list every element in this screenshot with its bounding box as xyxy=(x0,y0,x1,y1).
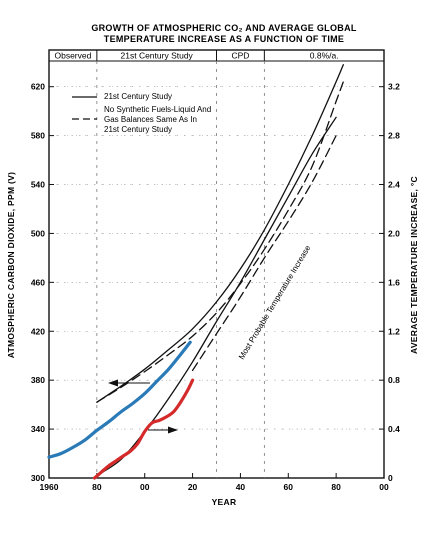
y-tick-label: 420 xyxy=(31,326,45,336)
series-line-2 xyxy=(96,116,337,477)
x-tick-label: 00 xyxy=(379,482,389,492)
series-line-0 xyxy=(96,64,344,403)
annotation-most-probable: Most Probable Temperature Increase xyxy=(237,243,313,361)
x-axis-ticks: 1960 80 00 20 40 60 80 00 xyxy=(40,473,389,492)
y-axis-ticks: 300 340 380 420 460 500 540 580 620 xyxy=(31,82,54,483)
y-tick-label: 460 xyxy=(31,277,45,287)
chart-title-line-1: GROWTH OF ATMOSPHERIC CO₂ AND AVERAGE GL… xyxy=(91,23,357,33)
period-label: 21st Century Study xyxy=(121,51,194,61)
gridlines xyxy=(49,86,384,430)
y2-tick-label: 3.2 xyxy=(388,82,400,92)
y2-tick-label: 0.4 xyxy=(388,424,400,434)
x-tick-label: 00 xyxy=(140,482,150,492)
period-bar: Observed 21st Century Study CPD 0.8%/a. xyxy=(54,50,339,478)
y-axis-label: ATMOSPHERIC CARBON DIOXIDE, PPM (V) xyxy=(6,172,16,359)
series-line-1 xyxy=(96,81,344,403)
y-tick-label: 500 xyxy=(31,228,45,238)
x-tick-label: 1960 xyxy=(40,482,59,492)
x-tick-label: 60 xyxy=(284,482,294,492)
y-tick-label: 620 xyxy=(31,82,45,92)
y2-tick-label: 2.4 xyxy=(388,180,400,190)
period-label: Observed xyxy=(54,51,91,61)
period-label: 0.8%/a. xyxy=(310,51,339,61)
y-tick-label: 300 xyxy=(31,473,45,483)
y2-tick-label: 0 xyxy=(388,473,393,483)
period-label: CPD xyxy=(231,51,249,61)
y2-tick-label: 2.0 xyxy=(388,228,400,238)
y-tick-label: 580 xyxy=(31,131,45,141)
series-line-5 xyxy=(92,378,195,480)
arrow-to-right-axis xyxy=(148,426,178,434)
y2-tick-label: 0.8 xyxy=(388,375,400,385)
x-tick-label: 80 xyxy=(331,482,341,492)
y2-tick-label: 2.8 xyxy=(388,131,400,141)
y-tick-label: 380 xyxy=(31,375,45,385)
arrow-to-left-axis xyxy=(108,379,150,387)
x-axis-label: YEAR xyxy=(212,497,237,507)
y-tick-label: 540 xyxy=(31,180,45,190)
y2-axis-label: AVERAGE TEMPERATURE INCREASE, °C xyxy=(409,176,419,354)
series-line-4 xyxy=(47,340,192,459)
chart-title-line-2: TEMPERATURE INCREASE AS A FUNCTION OF TI… xyxy=(104,34,344,44)
y2-tick-label: 1.6 xyxy=(388,277,400,287)
y-tick-label: 340 xyxy=(31,424,45,434)
legend-solid-label: 21st Century Study xyxy=(104,92,172,101)
series-lines xyxy=(47,64,344,480)
x-tick-label: 20 xyxy=(188,482,198,492)
series-line-3 xyxy=(191,134,337,372)
x-tick-label: 40 xyxy=(236,482,246,492)
y2-tick-label: 1.2 xyxy=(388,326,400,336)
legend-dashed-label: No Synthetic Fuels-Liquid And Gas Balance… xyxy=(104,105,211,134)
legend: 21st Century Study No Synthetic Fuels-Li… xyxy=(72,92,211,134)
y2-axis-ticks: 0 0.4 0.8 1.2 1.6 2.0 2.4 2.8 3.2 xyxy=(379,82,400,483)
x-tick-label: 80 xyxy=(92,482,102,492)
